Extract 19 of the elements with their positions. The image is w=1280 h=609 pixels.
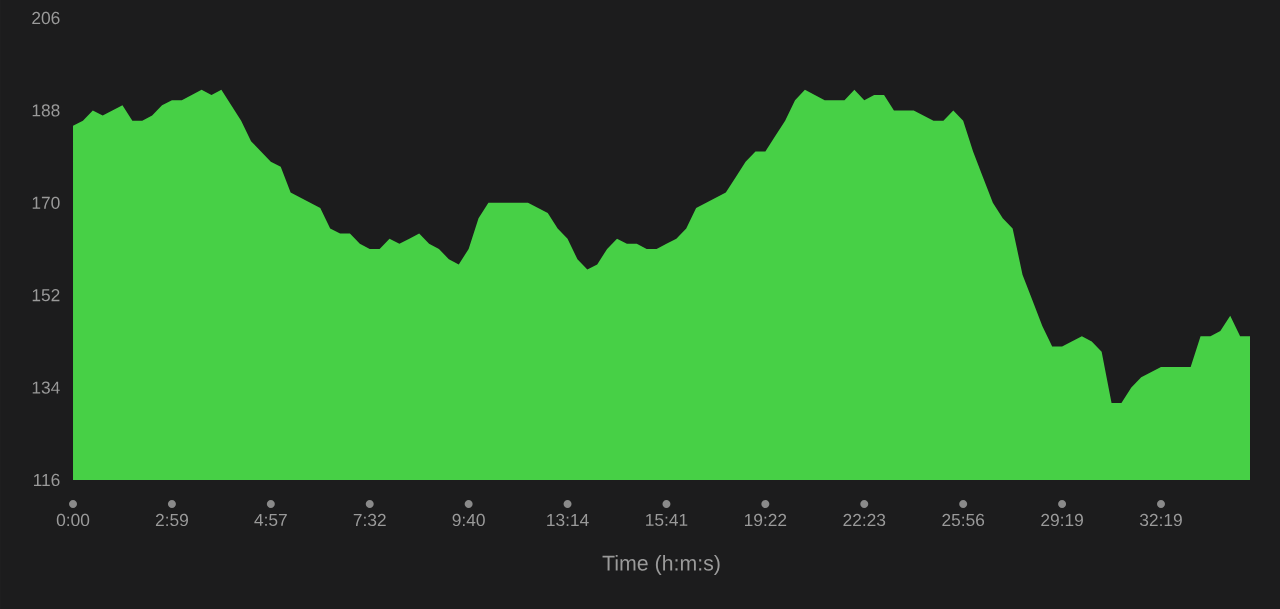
y-tick-label: 152 <box>32 289 60 302</box>
x-tick-label: 4:57 <box>254 513 287 527</box>
x-tick-label: 22:23 <box>843 513 886 527</box>
x-tick-label: 2:59 <box>155 513 188 527</box>
y-tick-label: 188 <box>32 104 60 117</box>
x-tick-label: 9:40 <box>452 513 485 527</box>
x-tick-label: 19:22 <box>744 513 787 527</box>
y-tick-label: 116 <box>33 473 60 487</box>
x-tick-label: 29:19 <box>1041 513 1083 527</box>
x-tick-label: 32:19 <box>1139 513 1182 527</box>
y-tick-label: 206 <box>32 11 60 25</box>
x-tick-label: 0:00 <box>56 513 90 527</box>
y-tick-label: 134 <box>32 381 60 394</box>
x-axis-title: Time (h:m:s) <box>602 555 720 575</box>
x-tick-label: 15:41 <box>646 513 688 527</box>
x-tick-label: 25:56 <box>942 513 985 527</box>
x-tick-label: 7:32 <box>353 513 386 527</box>
x-tick-label: 13:14 <box>547 513 589 527</box>
y-tick-label: 170 <box>32 196 60 209</box>
